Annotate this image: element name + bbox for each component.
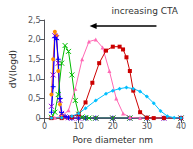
svg-text:30: 30 xyxy=(142,122,152,131)
svg-text:1,0: 1,0 xyxy=(28,74,41,83)
svg-text:0: 0 xyxy=(42,122,47,131)
svg-text:increasing CTA: increasing CTA xyxy=(112,6,179,16)
svg-text:0,5: 0,5 xyxy=(28,94,41,103)
svg-text:2,0: 2,0 xyxy=(28,35,41,44)
svg-text:1,5: 1,5 xyxy=(28,55,41,64)
svg-text:40: 40 xyxy=(176,122,186,131)
svg-text:dV(logd): dV(logd) xyxy=(8,50,18,88)
svg-text:0: 0 xyxy=(36,114,41,123)
svg-text:Pore diameter nm: Pore diameter nm xyxy=(72,135,153,145)
svg-text:10: 10 xyxy=(74,122,84,131)
svg-text:2,5: 2,5 xyxy=(28,16,41,25)
svg-text:20: 20 xyxy=(108,122,118,131)
